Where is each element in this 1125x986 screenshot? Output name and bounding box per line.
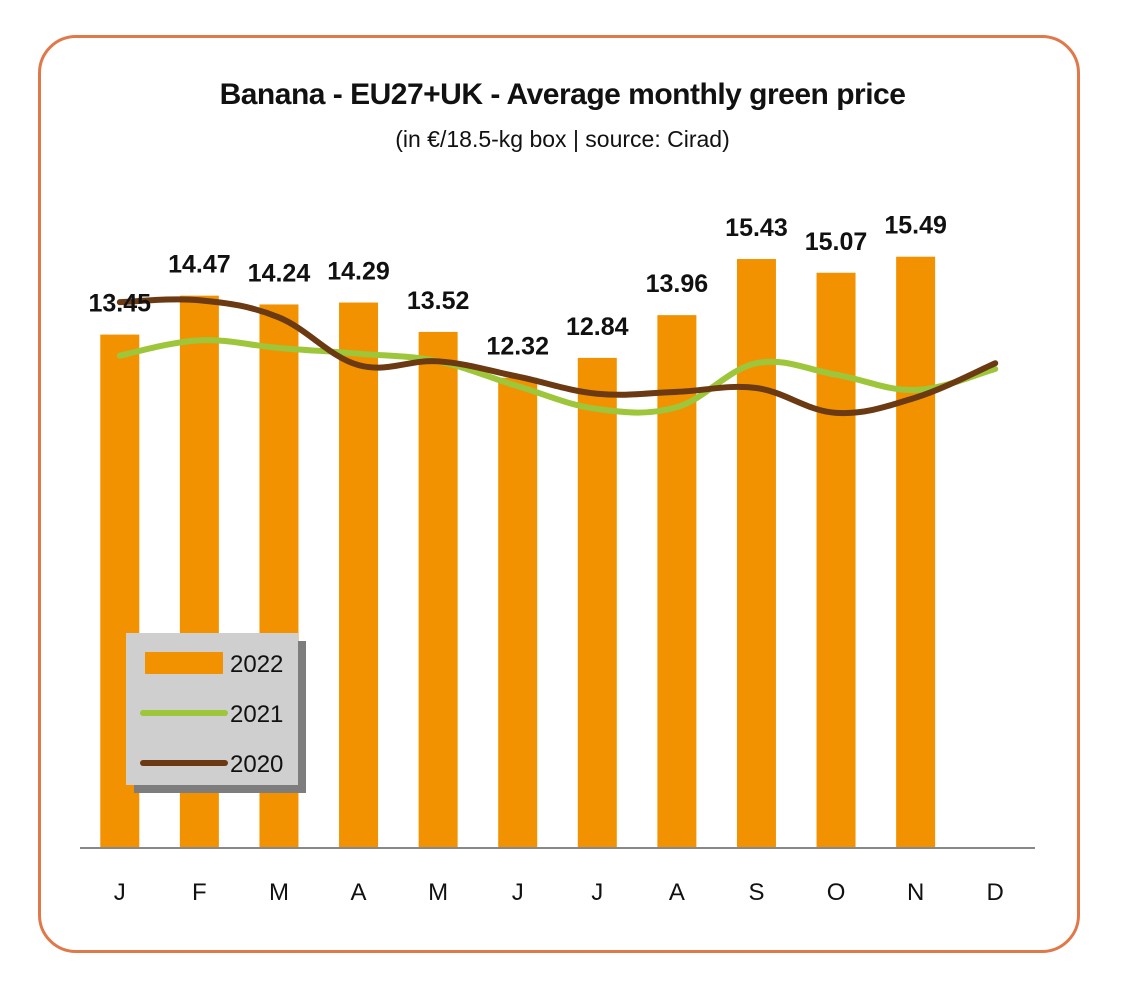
bar-value-label: 15.07 — [805, 228, 868, 256]
bar-2022-4 — [418, 331, 458, 849]
legend-label-2020: 2020 — [230, 751, 283, 778]
legend: 2022 2021 2020 — [126, 633, 306, 793]
chart-title: Banana - EU27+UK - Average monthly green… — [219, 78, 906, 111]
x-tick-label: M — [428, 879, 448, 906]
bar-2022-3 — [339, 302, 379, 848]
x-tick-label: M — [269, 879, 289, 906]
bars-layer — [100, 256, 936, 849]
bar-value-label: 14.29 — [327, 258, 390, 286]
x-tick-label: J — [512, 879, 524, 906]
legend-label-2022: 2022 — [230, 651, 283, 678]
bar-value-label: 15.43 — [725, 214, 788, 242]
x-tick-label: N — [907, 879, 924, 906]
x-tick-label: A — [669, 879, 685, 906]
labels-layer: 13.45 14.47 14.24 14.29 13.52 12.32 12.84 13.96… — [89, 212, 947, 361]
bar-2022-6 — [577, 357, 617, 848]
bar-value-label: 14.24 — [248, 259, 311, 287]
x-tick-label: A — [351, 879, 367, 906]
x-tick-label: F — [192, 879, 207, 906]
bar-value-label: 13.96 — [646, 270, 709, 298]
bar-value-label: 14.47 — [168, 251, 231, 279]
x-tick-label: J — [591, 879, 603, 906]
line-series-2020 — [116, 296, 999, 417]
x-tick-label: O — [827, 879, 846, 906]
bar-value-label: 12.32 — [486, 333, 549, 361]
line-series-2021 — [116, 337, 999, 416]
bar-2022-5 — [498, 377, 538, 848]
bar-value-label: 13.45 — [89, 290, 152, 318]
lines-layer — [116, 296, 999, 417]
x-tick-label: J — [114, 879, 126, 906]
x-tick-label: D — [987, 879, 1004, 906]
legend-items: 2022 2021 2020 — [140, 651, 283, 778]
legend-swatch-2022 — [145, 652, 223, 674]
chart-subtitle: (in €/18.5-kg box | source: Cirad) — [395, 126, 730, 152]
bar-value-label: 13.52 — [407, 287, 470, 315]
bar-2022-8 — [736, 259, 776, 848]
bar-value-label: 12.84 — [566, 313, 629, 341]
bar-2022-9 — [816, 272, 856, 848]
legend-label-2021: 2021 — [230, 701, 283, 728]
x-tick-label: S — [748, 879, 764, 906]
bar-2022-10 — [896, 256, 936, 848]
bar-value-label: 15.49 — [884, 212, 947, 240]
